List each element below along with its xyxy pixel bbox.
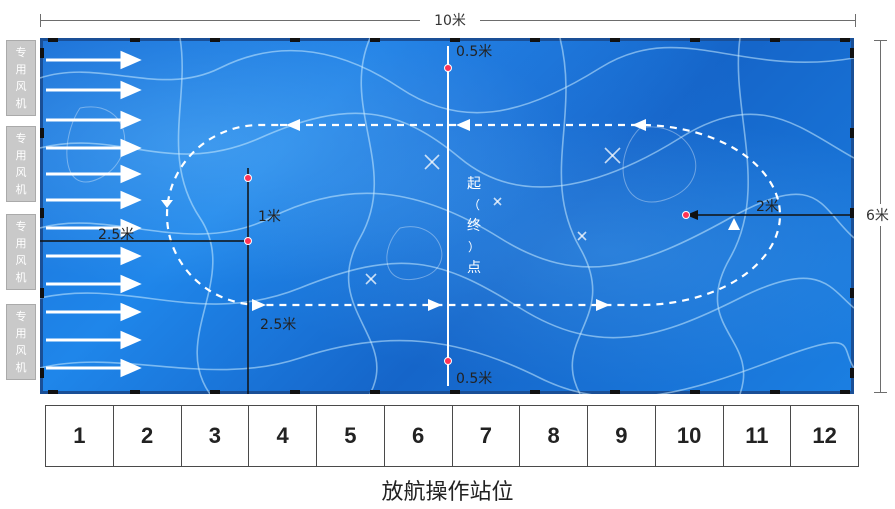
top-margin-label: 0.5米: [456, 44, 493, 60]
fan-label-char: 机: [15, 97, 27, 110]
fan-label-char: 用: [15, 327, 27, 340]
fan-label-char: 专: [15, 46, 27, 59]
right-distance-label: 2米: [756, 199, 779, 215]
station-7: 7: [453, 406, 521, 466]
left-distance-label: 2.5米: [98, 227, 135, 243]
fan-label-char: 用: [15, 149, 27, 162]
wind-arrows: [46, 50, 142, 378]
fan-label-char: 机: [15, 271, 27, 284]
lower-left-distance-label: 2.5米: [260, 317, 297, 333]
fan-label-char: 风: [15, 344, 27, 357]
station-12: 12: [812, 423, 837, 448]
station-9: 9: [588, 406, 656, 466]
fan-label-1: 专用风机: [6, 40, 36, 116]
station-11: 11: [724, 406, 792, 466]
fan-label-3: 专用风机: [6, 214, 36, 290]
fan-label-char: 风: [15, 80, 27, 93]
vertical-gap-label: 1米: [258, 209, 281, 225]
marker-pins: [244, 64, 690, 365]
fan-label-char: 用: [15, 237, 27, 250]
diagram-caption: 放航操作站位: [381, 480, 514, 505]
fan-label-char: 风: [15, 254, 27, 267]
pool-area: 0.5米 0.5米 2.5米 1米 2.5米 2米 起 （ 终 ） 点: [40, 38, 854, 394]
fan-label-char: 风: [15, 166, 27, 179]
station-row: 1 2 3 4 5 6 7 8 9 10 11 12: [45, 405, 859, 467]
water-caustics: [40, 38, 854, 394]
station-5: 5: [317, 406, 385, 466]
flight-track: [165, 123, 782, 307]
edge-ticks: [40, 38, 854, 394]
track-direction-arrows: [161, 119, 740, 311]
station-4: 4: [249, 406, 317, 466]
fan-label-2: 专用风机: [6, 126, 36, 202]
station-10: 10: [656, 406, 724, 466]
station-1: 1: [46, 406, 114, 466]
height-dimension-label: 6米: [866, 204, 889, 226]
fan-label-char: 专: [15, 310, 27, 323]
station-8: 8: [520, 406, 588, 466]
start-end-point-label: 起 （ 终 ） 点: [467, 176, 481, 276]
height-dimension-tick-bottom: [874, 392, 887, 393]
width-dimension-tick-left: [40, 14, 41, 27]
fan-label-char: 专: [15, 220, 27, 233]
fan-label-char: 专: [15, 132, 27, 145]
bottom-margin-label: 0.5米: [456, 371, 493, 387]
width-dimension-label: 10米: [420, 10, 480, 30]
station-3: 3: [182, 406, 250, 466]
fan-label-char: 机: [15, 361, 27, 374]
height-dimension-tick-top: [874, 40, 887, 41]
fan-label-4: 专用风机: [6, 304, 36, 380]
width-dimension-tick-right: [855, 14, 856, 27]
fan-label-char: 用: [15, 63, 27, 76]
station-2: 2: [114, 406, 182, 466]
fan-label-char: 机: [15, 183, 27, 196]
station-6: 6: [385, 406, 453, 466]
x-marks: [365, 147, 621, 285]
